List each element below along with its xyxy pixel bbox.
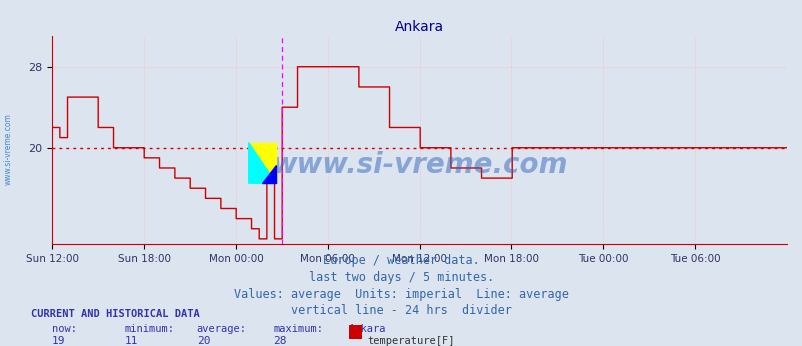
Text: last two days / 5 minutes.: last two days / 5 minutes. xyxy=(309,271,493,284)
Text: maximum:: maximum: xyxy=(273,324,322,334)
Polygon shape xyxy=(262,165,276,183)
Text: average:: average: xyxy=(196,324,246,334)
Text: www.si-vreme.com: www.si-vreme.com xyxy=(3,113,13,185)
Text: vertical line - 24 hrs  divider: vertical line - 24 hrs divider xyxy=(290,304,512,317)
Polygon shape xyxy=(249,143,276,183)
Polygon shape xyxy=(249,143,276,183)
Text: now:: now: xyxy=(52,324,77,334)
Text: minimum:: minimum: xyxy=(124,324,174,334)
Text: 20: 20 xyxy=(196,336,210,346)
Text: www.si-vreme.com: www.si-vreme.com xyxy=(271,151,567,179)
Text: CURRENT AND HISTORICAL DATA: CURRENT AND HISTORICAL DATA xyxy=(30,309,199,319)
Text: Values: average  Units: imperial  Line: average: Values: average Units: imperial Line: av… xyxy=(233,288,569,301)
Text: 11: 11 xyxy=(124,336,138,346)
Title: Ankara: Ankara xyxy=(395,20,444,34)
Text: Ankara: Ankara xyxy=(349,324,387,334)
Text: temperature[F]: temperature[F] xyxy=(367,336,454,346)
Text: 19: 19 xyxy=(52,336,66,346)
Text: Europe / weather data.: Europe / weather data. xyxy=(322,254,480,267)
Text: 28: 28 xyxy=(273,336,286,346)
